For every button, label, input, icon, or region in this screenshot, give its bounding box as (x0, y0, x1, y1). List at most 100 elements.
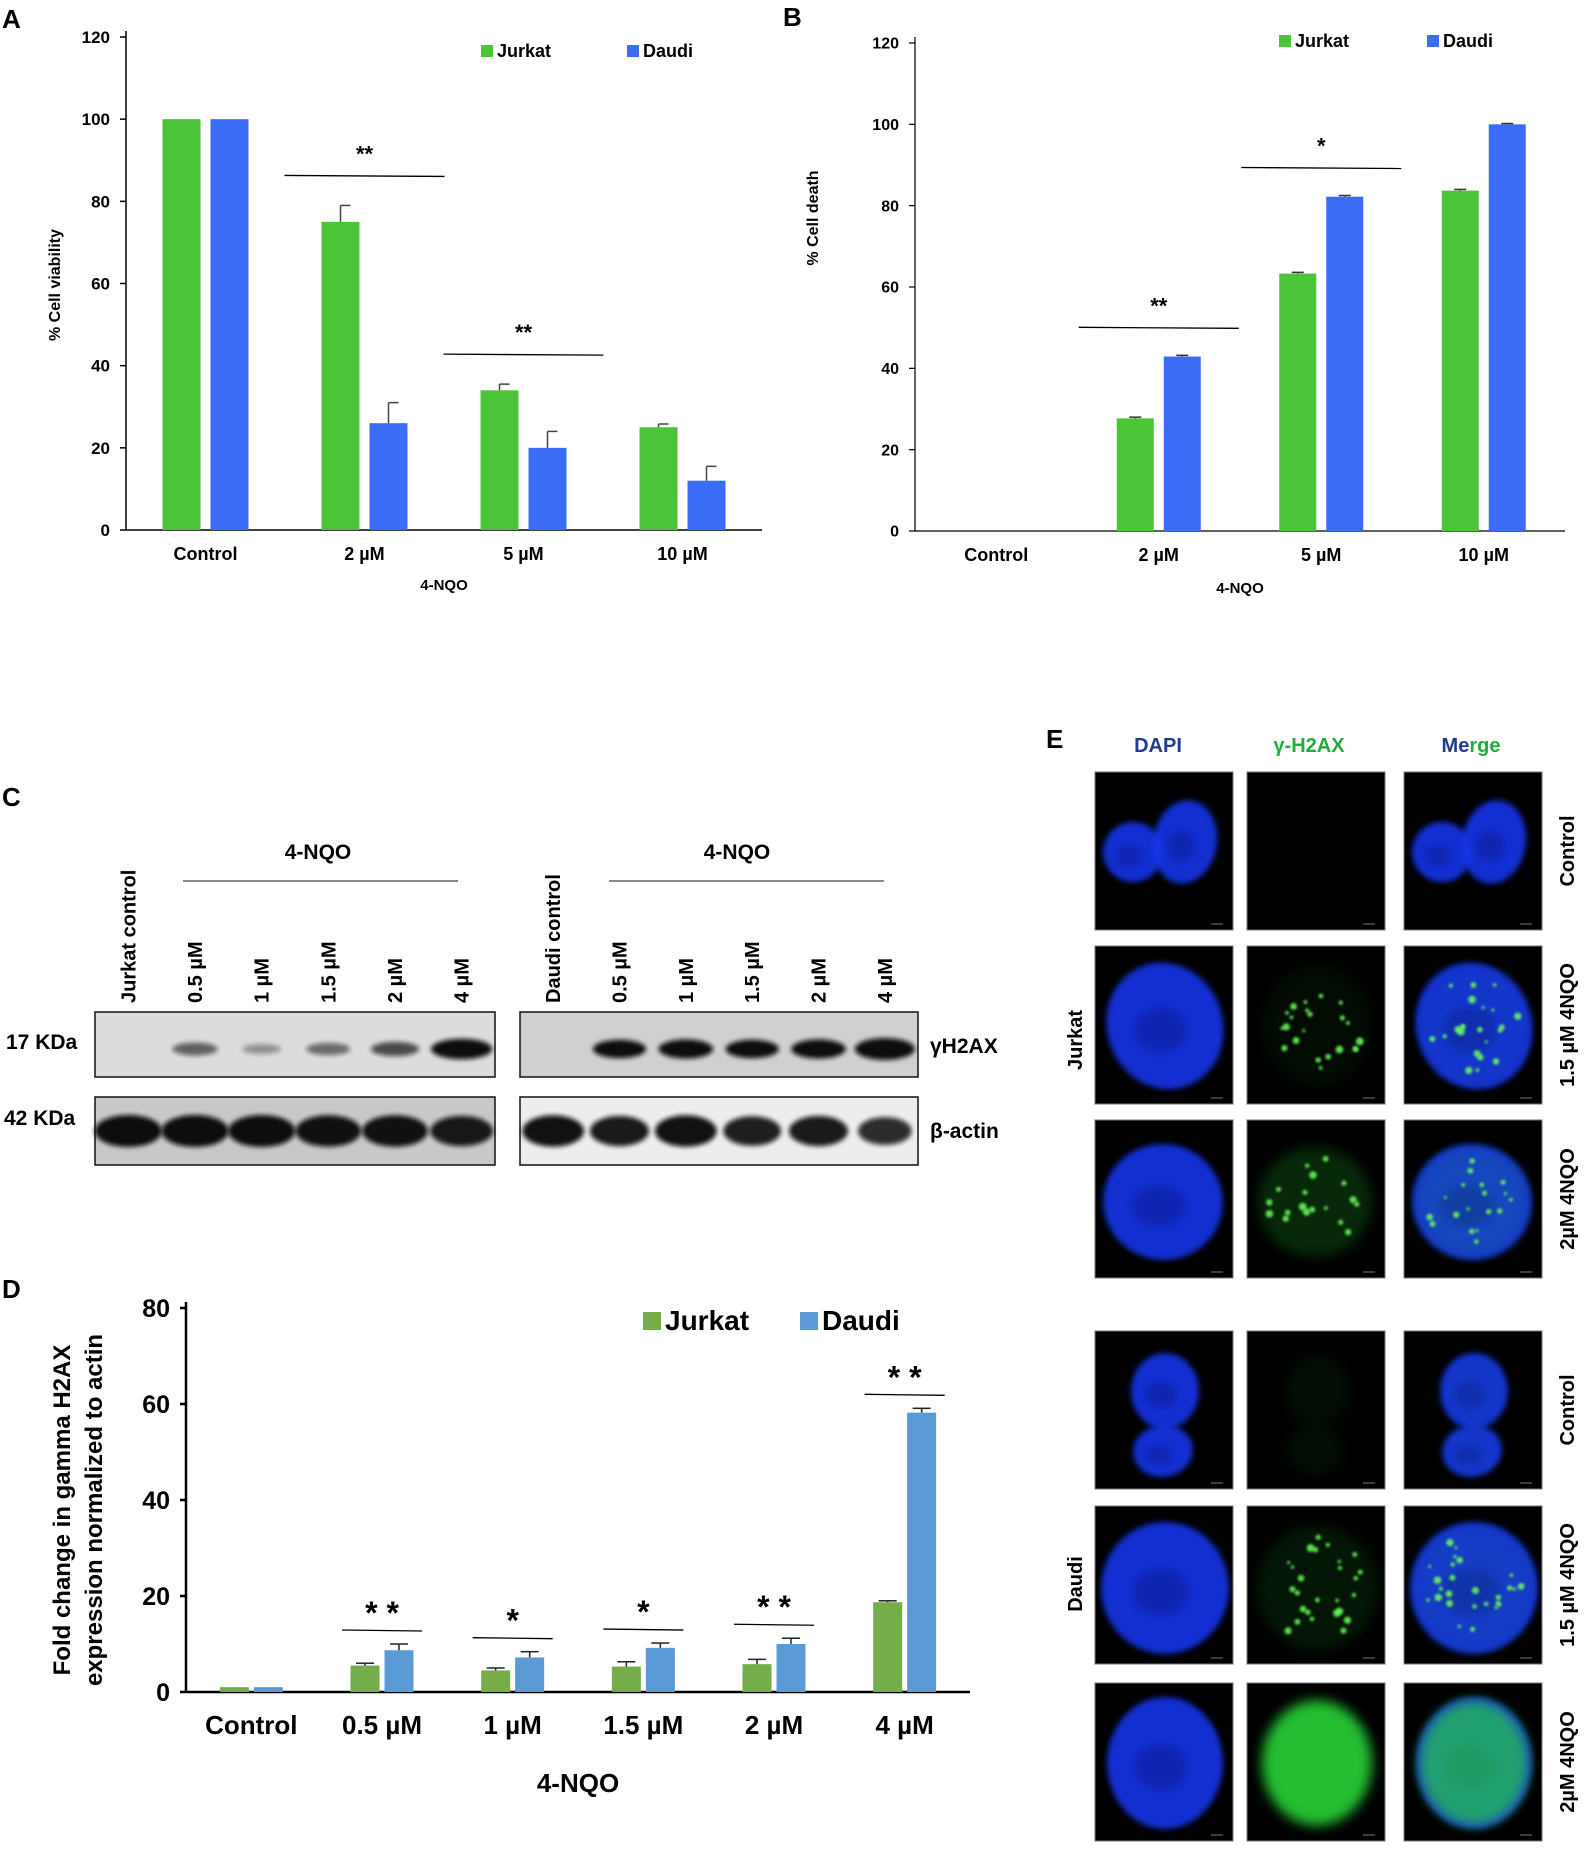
h2ax-diffuse (1286, 1426, 1344, 1476)
blot-lane-label: 2 µM (385, 958, 407, 1003)
h2ax-focus (1266, 1199, 1273, 1206)
nucleus-texture (1132, 1568, 1190, 1616)
h2ax-focus (1338, 1219, 1344, 1225)
blot-band-actin (295, 1115, 362, 1147)
h2ax-focus (1470, 1626, 1476, 1632)
h2ax-focus (1469, 1158, 1475, 1164)
bar-daudi (776, 1644, 806, 1692)
nucleus-texture (1166, 831, 1196, 861)
micrograph-tile (1246, 1119, 1386, 1279)
h2ax-focus (1500, 1179, 1506, 1185)
h2ax-focus (1276, 1186, 1281, 1192)
micrograph-tile (1403, 1119, 1543, 1279)
bar-jurkat (219, 1687, 249, 1692)
h2ax-focus (1475, 1068, 1480, 1072)
h2ax-focus (1354, 1201, 1360, 1207)
legend-swatch-jurkat (643, 1312, 661, 1330)
h2ax-focus (1289, 1015, 1294, 1020)
legend-swatch-daudi (800, 1312, 818, 1330)
h2ax-focus (1325, 1542, 1330, 1548)
h2ax-focus (1509, 1197, 1513, 1202)
h2ax-focus (1304, 1163, 1310, 1168)
blot-band-actin (161, 1115, 229, 1147)
h2ax-focus (1315, 1534, 1321, 1540)
col-header-merge-part1: Me (1442, 735, 1470, 757)
y-tick-label: 20 (881, 442, 899, 459)
h2ax-focus (1322, 1155, 1329, 1162)
blot-band-h2ax (242, 1044, 281, 1054)
x-tick-label: 1 µM (484, 1710, 542, 1740)
y-tick-label: 0 (890, 524, 899, 541)
blot-lane-label: 2 µM (809, 958, 831, 1003)
bar-jurkat (481, 1670, 511, 1692)
h2ax-focus (1498, 1024, 1505, 1031)
bar-daudi (528, 447, 567, 530)
y-tick-label: 80 (881, 198, 899, 215)
blot-band-h2ax (791, 1039, 846, 1059)
h2ax-focus (1479, 1182, 1485, 1188)
h2ax-diffuse (1418, 1700, 1530, 1826)
blot-lane-label: Jurkat control (118, 870, 140, 1003)
h2ax-focus (1290, 1003, 1297, 1010)
y-axis-title: expression normalized to actin (81, 1334, 108, 1686)
blot-band-actin (789, 1115, 848, 1147)
h2ax-focus (1492, 1058, 1500, 1065)
h2ax-focus (1318, 1065, 1323, 1070)
micrograph-tile (1246, 771, 1386, 931)
h2ax-focus (1337, 1565, 1343, 1571)
bar-daudi (384, 1650, 414, 1692)
micrograph-background (1246, 771, 1386, 931)
h2ax-focus (1454, 1026, 1462, 1033)
bar-daudi (253, 1687, 283, 1692)
y-tick-label: 20 (142, 1583, 170, 1611)
h2ax-focus (1426, 1598, 1430, 1602)
x-tick-label: Control (174, 544, 238, 564)
h2ax-focus (1282, 1023, 1290, 1031)
blot-band-actin (858, 1117, 912, 1145)
y-tick-label: 60 (91, 274, 110, 293)
h2ax-focus (1333, 1609, 1341, 1618)
h2ax-focus (1473, 1050, 1481, 1058)
bar-jurkat (162, 119, 201, 531)
h2ax-focus (1485, 1208, 1492, 1215)
h2ax-focus (1351, 1592, 1357, 1598)
y-tick-label: 20 (91, 439, 110, 458)
h2ax-focus (1294, 1590, 1301, 1596)
y-axis-title: Fold change in gamma H2AX (49, 1345, 76, 1676)
h2ax-diffuse (1258, 1146, 1372, 1258)
group-label-daudi: Daudi (1065, 1556, 1087, 1612)
panel-letter-e: E (1046, 724, 1063, 754)
blot-lane-label: 0.5 µM (610, 941, 632, 1003)
h2ax-focus (1438, 1586, 1443, 1591)
h2ax-focus (1323, 1206, 1328, 1211)
legend-label-daudi: Daudi (643, 41, 693, 61)
significance-marker: ** (1150, 293, 1168, 318)
blot-lane-label: 1.5 µM (318, 941, 340, 1003)
x-tick-label: Control (205, 1710, 297, 1740)
blot-lane-label: 1.5 µM (742, 941, 764, 1003)
bar-daudi (687, 480, 726, 530)
h2ax-focus (1468, 995, 1476, 1004)
micrograph-tile (1246, 1330, 1386, 1490)
h2ax-focus (1352, 1552, 1358, 1557)
blot-band-h2ax (306, 1042, 351, 1056)
h2ax-focus (1349, 1196, 1357, 1204)
panel-letter-d: D (2, 1274, 21, 1304)
bar-daudi (210, 119, 249, 531)
blot-lane-label: 4 µM (452, 958, 474, 1003)
x-tick-label: 2 µM (1139, 545, 1179, 565)
x-tick-label: 2 µM (745, 1710, 803, 1740)
h2ax-diffuse (1443, 1426, 1501, 1476)
significance-marker: * * (888, 1359, 922, 1395)
h2ax-focus (1307, 1011, 1313, 1017)
h2ax-focus (1512, 1587, 1517, 1591)
h2ax-focus (1357, 1569, 1363, 1575)
blot-band-actin (94, 1115, 162, 1147)
h2ax-focus (1470, 982, 1477, 988)
blot-band-actin (655, 1115, 717, 1147)
bar-jurkat (639, 427, 678, 530)
h2ax-focus (1503, 1192, 1507, 1196)
h2ax-focus (1294, 1618, 1301, 1625)
